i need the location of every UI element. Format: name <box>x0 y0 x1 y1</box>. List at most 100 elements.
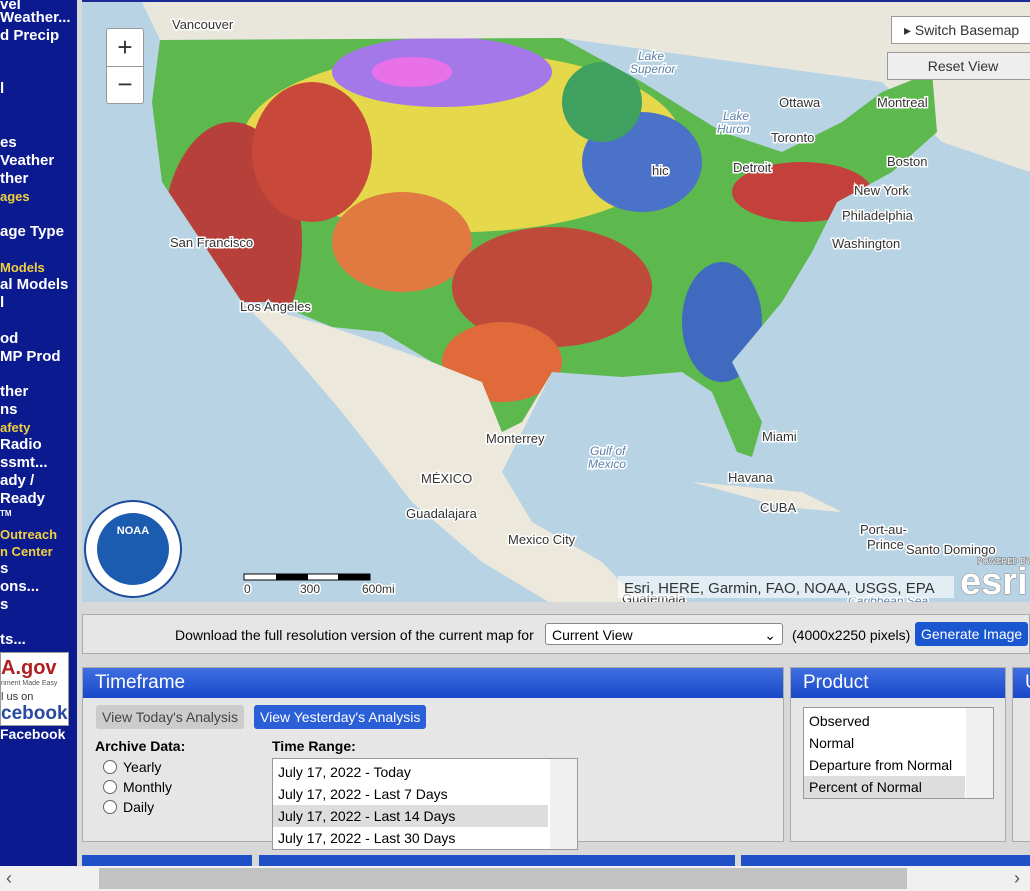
map-label: Superior <box>630 62 676 76</box>
map-label: Boston <box>887 154 927 169</box>
product-option[interactable]: Normal <box>809 735 855 751</box>
scale-bar <box>338 574 370 580</box>
sidebar-link[interactable]: d Precip <box>0 27 60 44</box>
product-panel: Product Observed Normal Departure from Nor… <box>790 667 1006 842</box>
scale-label: 300 <box>300 582 320 596</box>
archive-radio[interactable]: Yearly <box>103 759 161 775</box>
third-panel: U <box>1012 667 1030 842</box>
map-label: Detroit <box>733 160 772 175</box>
map-label: Ottawa <box>779 95 821 110</box>
download-size: (4000x2250 pixels) <box>792 627 911 643</box>
radio-circle <box>103 800 117 814</box>
sidebar-link[interactable]: Veather <box>0 152 55 169</box>
map-label: Miami <box>762 429 797 444</box>
radio-circle <box>103 780 117 794</box>
product-list: Observed Normal Departure from Normal Perce… <box>803 707 994 799</box>
scroll-right[interactable]: › <box>1014 868 1020 888</box>
archive-radio[interactable]: Daily <box>103 799 154 815</box>
sidebar-link[interactable]: ns <box>0 401 18 418</box>
radio-label: Monthly <box>123 779 173 795</box>
product-option[interactable]: Percent of Normal <box>804 776 965 798</box>
map-label: MÉXICO <box>421 471 472 486</box>
reset-view[interactable]: Reset View <box>887 52 1030 80</box>
sidebar-link[interactable]: TM <box>0 509 12 518</box>
sidebar-link[interactable]: ther <box>0 383 29 400</box>
panel-title: Timeframe <box>83 668 783 698</box>
sidebar-link[interactable]: n Center <box>0 544 53 559</box>
map-label: Philadelphia <box>842 208 914 223</box>
panel-title: Product <box>791 668 1005 698</box>
scale-label: 0 <box>244 582 251 596</box>
badge[interactable]: A.gov nment Made Easy l us on cebook <box>0 652 69 726</box>
map-label: Gulf of <box>590 444 627 458</box>
switch-basemap-label: Switch Basemap <box>914 22 1020 38</box>
zoom-out[interactable]: − <box>117 69 133 99</box>
sidebar-link[interactable]: ages <box>0 189 30 204</box>
map-label: hic <box>652 163 669 178</box>
sidebar-link[interactable]: od <box>0 330 19 347</box>
sidebar-link[interactable]: MP Prod <box>0 348 61 365</box>
sidebar-link[interactable]: ther <box>0 170 29 187</box>
h-scrollbar[interactable]: ‹ › <box>0 866 1030 891</box>
range-list: July 17, 2022 - Today July 17, 2022 - Las… <box>272 758 578 850</box>
sidebar-link[interactable]: Models <box>0 260 45 275</box>
product-option[interactable]: Observed <box>809 713 870 729</box>
sidebar-link[interactable]: afety <box>0 420 31 435</box>
sidebar-link[interactable]: Ready <box>0 490 46 507</box>
generate-image[interactable]: Generate Image <box>915 622 1029 646</box>
attribution-bg <box>618 576 954 598</box>
sidebar-link[interactable]: Radio <box>0 436 42 453</box>
sidebar-link[interactable]: l <box>0 294 5 311</box>
switch-basemap[interactable]: ▸ Switch Basemap <box>891 16 1030 44</box>
sidebar-link[interactable]: ssmt... <box>0 454 48 471</box>
scale-bar <box>276 574 308 580</box>
yesterday-button[interactable]: View Yesterday's Analysis <box>254 705 427 729</box>
view-select[interactable]: Current View ⌄ <box>545 623 783 645</box>
sidebar-link[interactable]: s <box>0 560 9 577</box>
zoom-in[interactable]: + <box>107 29 143 67</box>
noaa-logo-inner <box>97 513 169 585</box>
map-label: Lake <box>723 109 749 123</box>
sidebar-link[interactable]: vel <box>0 0 21 13</box>
sidebar-link[interactable]: l <box>0 80 5 97</box>
list-scrollbar <box>550 759 577 849</box>
map-label: Washington <box>832 236 900 251</box>
map-label: Lake <box>638 49 664 63</box>
noaa-text: NOAA <box>117 525 149 537</box>
map-label: Prince <box>867 537 904 552</box>
badge-line: A.gov <box>1 657 57 679</box>
today-button[interactable]: View Today's Analysis <box>96 705 245 729</box>
map-label: Havana <box>728 470 774 485</box>
badge-line: cebook <box>1 703 68 724</box>
sidebar-link[interactable]: age Type <box>0 223 64 240</box>
radio-circle <box>103 760 117 774</box>
sidebar-link[interactable]: Outreach <box>0 527 58 542</box>
map-label: San Francisco <box>170 235 253 250</box>
map-label: Mexico City <box>508 532 576 547</box>
range-option[interactable]: July 17, 2022 - Last 14 Days <box>273 805 548 827</box>
range-option[interactable]: July 17, 2022 - Last 30 Days <box>278 830 456 846</box>
sidebar-link[interactable]: ons... <box>0 578 40 595</box>
product-option[interactable]: Departure from Normal <box>809 757 953 773</box>
facebook-link[interactable]: Facebook <box>0 726 66 742</box>
scroll-thumb[interactable] <box>99 868 907 889</box>
map-label: Mexico <box>588 457 626 471</box>
sidebar-link[interactable]: es <box>0 134 17 151</box>
sidebar-link[interactable]: s <box>0 596 9 613</box>
sidebar-link[interactable]: ady / <box>0 472 35 489</box>
sidebar-link[interactable]: Weather... <box>0 9 71 26</box>
sidebar-link[interactable]: ts... <box>0 631 26 648</box>
range-option[interactable]: July 17, 2022 - Last 7 Days <box>278 786 448 802</box>
range-option[interactable]: July 17, 2022 - Today <box>278 764 411 780</box>
scale-label: 600mi <box>362 582 395 596</box>
archive-radio[interactable]: Monthly <box>103 779 172 795</box>
badge-line: l us on <box>1 691 34 703</box>
scroll-left[interactable]: ‹ <box>6 868 12 888</box>
panel-title: U <box>1013 668 1030 698</box>
sidebar-link[interactable]: al Models <box>0 276 69 293</box>
map: Vancouver Lake Superior Ottawa Montreal Lake H… <box>82 0 1030 602</box>
cuba <box>692 482 842 512</box>
